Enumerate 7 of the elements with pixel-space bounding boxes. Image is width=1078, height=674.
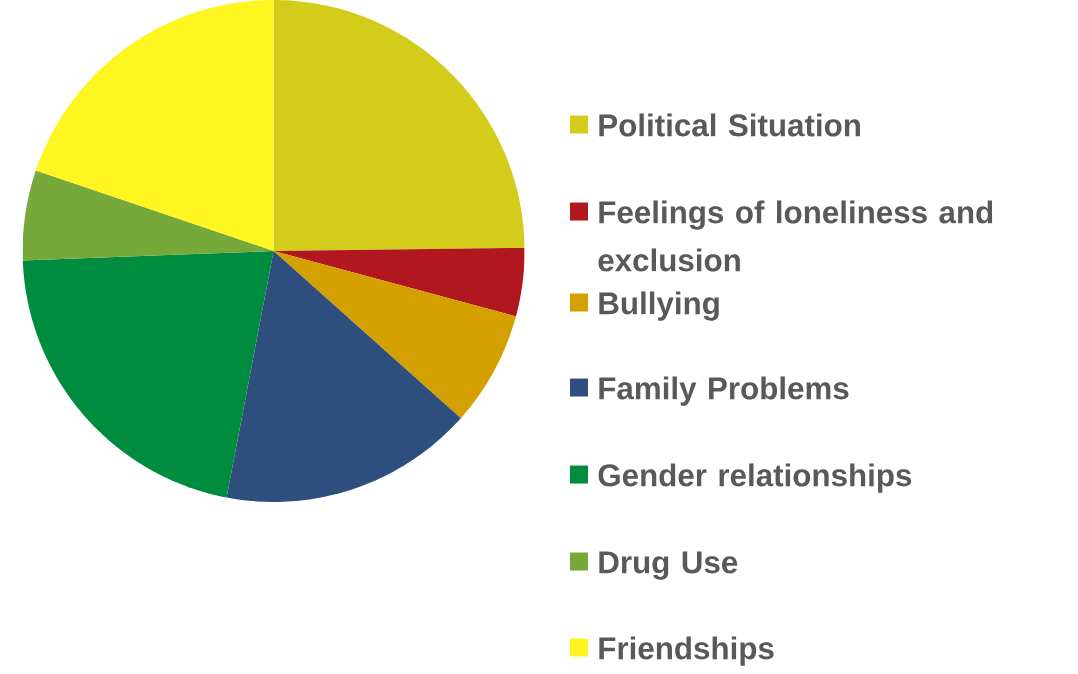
legend-label: Family Problems: [599, 376, 849, 406]
legend-label: Gender relationships: [598, 463, 912, 493]
legend-label: Drug Use: [599, 551, 738, 580]
legend-label: Political Situation: [599, 113, 860, 137]
legend-label: Bullying: [599, 291, 719, 321]
legend-label: Friendships: [599, 636, 774, 666]
legend-label: Feelings of loneliness and exclusion: [598, 200, 993, 272]
